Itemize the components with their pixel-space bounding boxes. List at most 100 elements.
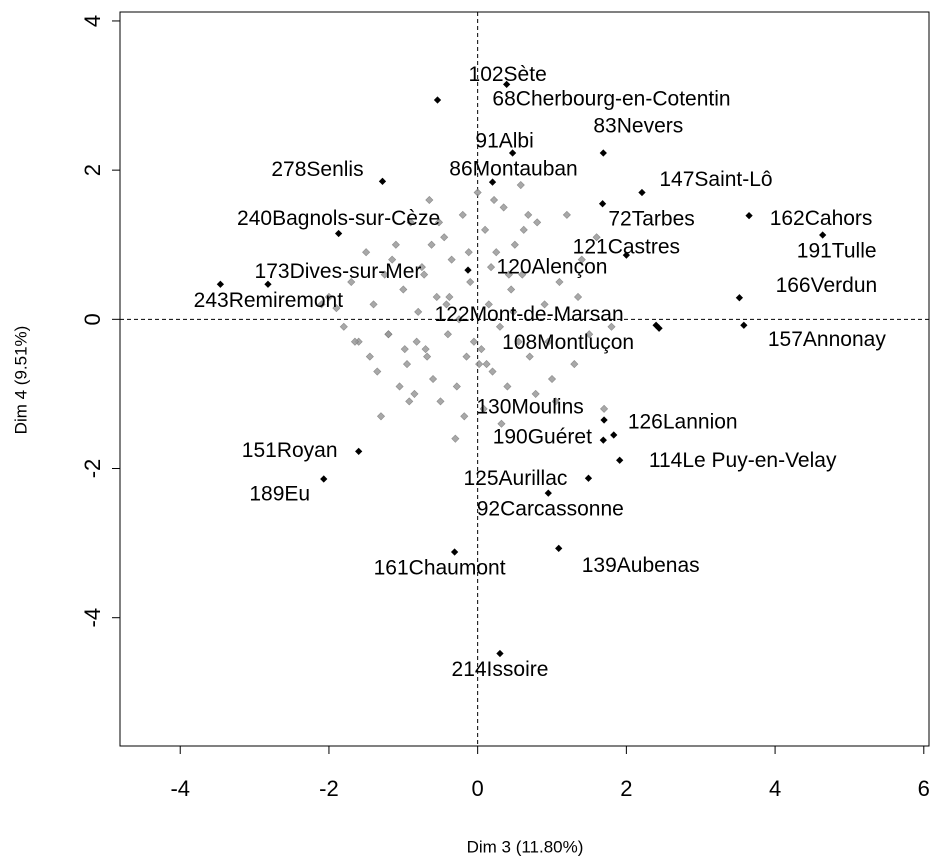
point [599, 436, 607, 444]
supplementary-point [399, 285, 408, 294]
supplementary-point [531, 389, 540, 398]
point-label: 102Sète [469, 63, 547, 86]
supplementary-point [492, 248, 501, 257]
supplementary-point [555, 278, 564, 287]
x-tick-label: 0 [472, 776, 484, 801]
point-label: 68Cherbourg-en-Cotentin [492, 88, 730, 111]
supplementary-point [405, 397, 414, 406]
point [464, 266, 472, 274]
supplementary-point [574, 292, 583, 301]
supplementary-point [533, 218, 542, 227]
point [652, 321, 660, 329]
supplementary-point [434, 218, 444, 227]
supplementary-point [339, 322, 348, 331]
point-label: 151Royan [242, 439, 338, 462]
supplementary-point [600, 404, 609, 413]
supplementary-point [464, 248, 473, 257]
supplementary-point [458, 210, 467, 219]
point-label: 108Montluçon [502, 331, 634, 354]
point-label: 91Albi [475, 130, 533, 153]
supplementary-point [473, 188, 482, 197]
supplementary-point [410, 389, 419, 398]
supplementary-point [347, 278, 356, 287]
point-label: 278Senlis [271, 158, 363, 181]
point-label: 240Bagnols-sur-Cèze [237, 207, 440, 230]
point [355, 447, 363, 455]
point [496, 649, 504, 658]
point [598, 200, 607, 208]
point-label: 243Remiremont [194, 289, 344, 312]
plot-frame [119, 11, 930, 747]
point [544, 489, 552, 497]
supplementary-point [350, 337, 359, 346]
supplementary-point [400, 345, 409, 354]
supplementary-point [417, 263, 426, 272]
supplementary-point [497, 419, 506, 428]
x-tick-label: -4 [170, 776, 190, 801]
supplementary-point [443, 330, 452, 339]
supplementary-point [475, 360, 484, 369]
x-tick-label: 2 [620, 776, 632, 801]
supplementary-point [447, 255, 456, 264]
point [555, 544, 563, 552]
supplementary-point [362, 248, 371, 257]
supplementary-point [525, 352, 534, 361]
point-label: 161Chaumont [374, 557, 506, 580]
point-label: 190Guéret [493, 426, 592, 449]
supplementary-point [547, 374, 557, 384]
point-label: 86Montauban [449, 158, 577, 181]
y-tick-label: 0 [80, 313, 105, 325]
supplementary-point [551, 397, 560, 406]
x-axis-title: Dim 3 (11.80%) [467, 837, 584, 856]
point [216, 280, 225, 288]
point-label: 147Saint-Lô [659, 168, 772, 191]
supplementary-point [518, 270, 527, 279]
point-label: 173Dives-sur-Mer [255, 260, 422, 283]
supplementary-point [504, 270, 513, 279]
point [503, 80, 511, 88]
supplementary-point [499, 203, 508, 212]
supplementary-point [469, 337, 478, 346]
x-tick-label: -2 [319, 776, 339, 801]
supplementary-point [402, 360, 412, 369]
supplementary-point [516, 181, 525, 190]
supplementary-point [425, 195, 434, 205]
point [745, 212, 753, 220]
point-label: 121Castres [573, 236, 680, 259]
supplementary-point [479, 404, 488, 413]
supplementary-point [489, 195, 499, 205]
supplementary-point [507, 285, 516, 294]
point-label: 214Issoire [452, 658, 549, 681]
supplementary-point [412, 337, 421, 346]
supplementary-point [524, 210, 533, 219]
supplementary-point [442, 300, 451, 309]
supplementary-point [577, 255, 586, 264]
supplementary-point [585, 330, 594, 339]
point [450, 548, 459, 556]
point [622, 251, 630, 259]
supplementary-point [514, 337, 523, 346]
supplementary-point [509, 307, 518, 316]
point-label: 166Verdun [776, 274, 878, 297]
supplementary-point [432, 292, 441, 301]
supplementary-point [570, 360, 579, 369]
supplementary-point [388, 255, 397, 264]
supplementary-point [482, 360, 491, 369]
point [508, 149, 517, 157]
supplementary-point [540, 300, 549, 309]
supplementary-point [484, 300, 493, 309]
supplementary-point [481, 225, 490, 234]
supplementary-point [562, 210, 571, 219]
point-label: 189Eu [249, 483, 310, 506]
point [433, 96, 442, 104]
supplementary-point [332, 304, 341, 313]
supplementary-point [440, 233, 449, 242]
supplementary-point [376, 412, 386, 421]
point [584, 474, 593, 482]
supplementary-point [466, 278, 475, 287]
supplementary-point [519, 225, 528, 234]
supplementary-point [423, 352, 432, 361]
supplementary-point [384, 330, 393, 339]
point-label: 125Aurillac [463, 467, 567, 490]
